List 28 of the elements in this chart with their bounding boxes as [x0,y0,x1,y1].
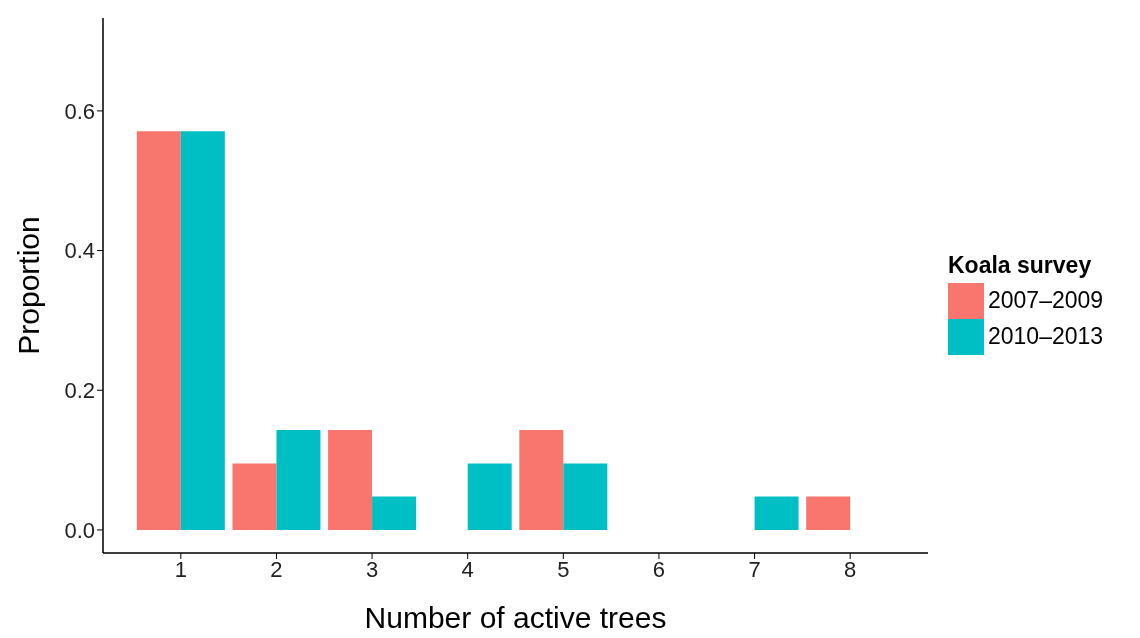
x-axis-title: Number of active trees [364,601,667,634]
x-tick-label: 1 [174,556,187,582]
x-tick-label: 5 [557,556,570,582]
y-axis-title: Proportion [11,216,45,355]
legend-label: 2007–2009 [988,287,1104,314]
x-tick-label: 7 [748,556,761,582]
bar [232,463,277,530]
bar [754,496,799,530]
bar [806,496,851,530]
bar [372,496,417,530]
legend-title: Koala survey [948,251,1093,279]
bar [328,430,373,530]
x-tick-label: 3 [365,556,379,582]
legend-label: 2010–2013 [988,323,1104,350]
y-tick-label: 0.4 [64,238,95,264]
bar [180,131,225,530]
x-tick-label: 6 [652,556,666,582]
bar [276,430,321,530]
bar [519,430,564,530]
x-tick-label: 8 [844,556,857,582]
bar [136,131,181,530]
y-tick-label: 0.2 [64,378,95,404]
y-tick-label: 0.0 [64,517,95,543]
bar [563,463,608,530]
y-tick-label: 0.6 [64,98,95,124]
bar [467,463,512,530]
x-tick-label: 2 [270,556,283,582]
x-tick-label: 4 [461,556,474,582]
